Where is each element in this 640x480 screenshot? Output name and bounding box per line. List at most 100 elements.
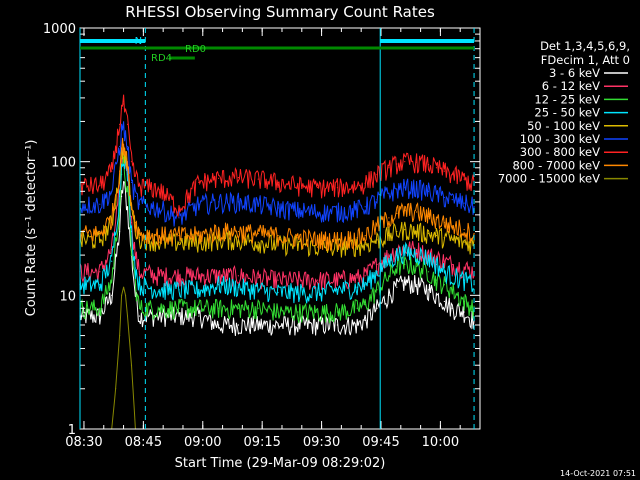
data-point	[443, 237, 445, 239]
data-point	[376, 199, 378, 201]
data-point	[126, 164, 129, 166]
data-point	[404, 229, 406, 231]
data-point	[178, 207, 180, 209]
data-point	[463, 311, 465, 313]
data-point	[376, 289, 378, 291]
data-point	[130, 230, 133, 233]
data-point	[111, 260, 113, 262]
data-point	[237, 324, 240, 326]
data-point	[364, 234, 366, 237]
data-point	[364, 275, 366, 277]
data-point	[119, 195, 121, 197]
data-point	[336, 279, 339, 281]
data-point	[388, 254, 390, 256]
data-point	[178, 241, 180, 243]
series-line	[79, 156, 475, 324]
data-point	[388, 294, 390, 296]
data-point	[138, 315, 141, 317]
data-point	[130, 161, 133, 163]
data-point	[218, 230, 220, 233]
x-tick-label: 08:45	[125, 435, 162, 450]
data-point	[443, 271, 445, 273]
y-tick-label: 10	[59, 289, 76, 304]
data-point	[237, 307, 240, 309]
data-point	[138, 203, 141, 205]
data-point	[317, 311, 319, 313]
data-point	[427, 164, 430, 166]
data-point	[297, 279, 299, 281]
data-point	[120, 195, 123, 197]
data-point	[122, 143, 125, 145]
data-point	[396, 188, 398, 191]
data-point	[130, 203, 133, 205]
rd0-label: RD0	[185, 44, 206, 55]
data-point	[388, 260, 390, 262]
data-point	[396, 265, 398, 267]
data-point	[277, 311, 279, 313]
data-point	[120, 294, 123, 296]
data-point	[130, 222, 133, 224]
data-point	[158, 315, 160, 317]
y-tick-label: 100	[51, 156, 76, 171]
data-point	[138, 284, 141, 286]
data-point	[277, 291, 279, 294]
data-point	[158, 307, 160, 309]
legend: Det 1,3,4,5,6,9,FDecim 1, Att 03 - 6 keV…	[498, 39, 630, 186]
data-point	[99, 271, 101, 273]
data-point	[443, 196, 445, 199]
data-point	[111, 279, 113, 281]
data-point	[376, 239, 378, 241]
data-point	[126, 174, 129, 176]
data-point	[120, 107, 123, 110]
data-point	[198, 203, 200, 205]
data-point	[99, 284, 101, 286]
data-point	[473, 206, 475, 208]
data-point	[178, 315, 180, 317]
rd4-label: RD4	[151, 53, 172, 64]
data-point	[435, 263, 438, 266]
data-point	[158, 207, 160, 209]
data-point	[122, 103, 125, 105]
data-point	[451, 174, 453, 176]
data-point	[134, 267, 137, 269]
data-point	[99, 239, 101, 241]
data-point	[463, 178, 465, 180]
data-point	[119, 334, 121, 337]
data-point	[134, 284, 137, 286]
data-point	[138, 237, 141, 239]
data-point	[404, 161, 406, 163]
data-point	[317, 291, 319, 294]
y-tick-label: 1000	[43, 22, 76, 37]
legend-item-label: 7000 - 15000 keV	[498, 172, 600, 186]
data-point	[416, 248, 418, 251]
data-point	[257, 277, 259, 279]
data-point	[376, 225, 378, 227]
data-point	[257, 232, 259, 235]
data-point	[463, 241, 465, 243]
data-point	[396, 163, 398, 165]
data-point	[134, 175, 137, 177]
data-point	[138, 271, 141, 273]
data-point	[364, 182, 366, 184]
data-point	[451, 239, 453, 241]
data-point	[218, 324, 220, 326]
data-point	[396, 254, 398, 256]
data-point	[237, 201, 240, 203]
data-point	[451, 275, 453, 277]
legend-header: FDecim 1, Att 0	[541, 53, 630, 67]
data-point	[130, 364, 133, 366]
data-point	[218, 239, 220, 241]
legend-item-label: 25 - 50 keV	[534, 106, 600, 120]
data-point	[218, 201, 220, 203]
data-point	[297, 210, 299, 212]
data-point	[277, 207, 279, 209]
data-point	[237, 230, 240, 233]
data-point	[237, 176, 240, 179]
data-point	[396, 212, 398, 215]
data-point	[111, 170, 113, 172]
data-point	[158, 234, 160, 237]
data-point	[178, 275, 180, 277]
data-point	[435, 167, 438, 169]
data-point	[364, 304, 366, 306]
